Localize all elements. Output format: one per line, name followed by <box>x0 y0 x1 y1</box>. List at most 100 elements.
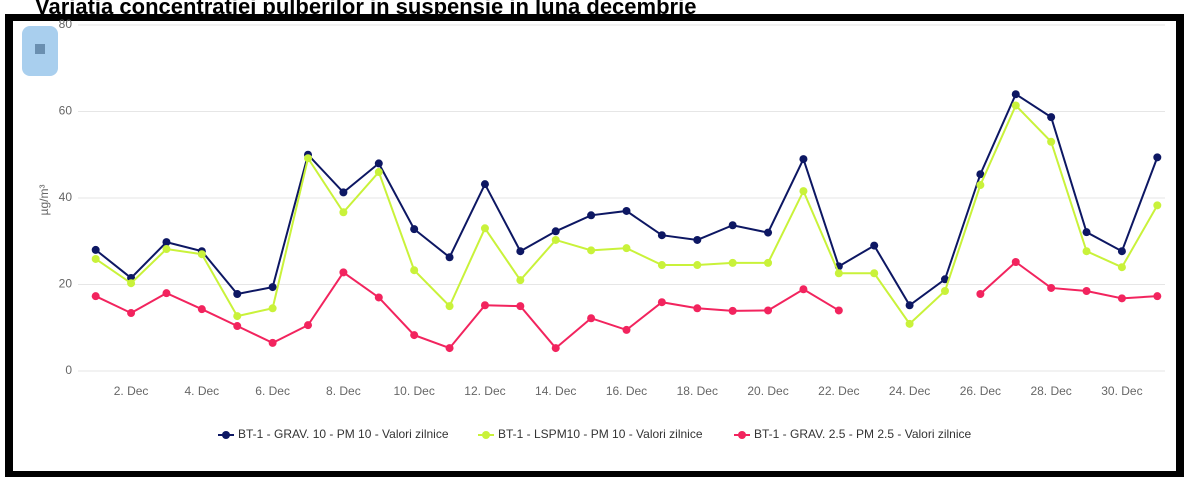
data-point <box>622 244 631 253</box>
data-point <box>1153 292 1162 301</box>
data-point <box>268 283 277 292</box>
data-point <box>1117 294 1126 303</box>
data-point <box>374 168 383 177</box>
data-point <box>233 312 242 321</box>
data-point <box>905 301 914 310</box>
data-point <box>551 344 560 353</box>
y-tick-label: 80 <box>59 17 73 31</box>
data-point <box>870 241 879 250</box>
data-point <box>374 159 383 168</box>
data-point <box>976 170 985 179</box>
data-point <box>1082 228 1091 237</box>
data-point <box>1011 258 1020 267</box>
data-point <box>728 258 737 267</box>
data-point <box>91 292 100 301</box>
data-point <box>162 238 171 247</box>
data-point <box>233 322 242 331</box>
data-point <box>480 301 489 310</box>
data-point <box>197 305 206 314</box>
y-axis-label: µg/m³ <box>37 185 51 216</box>
data-point <box>587 211 596 220</box>
legend-marker <box>738 431 746 439</box>
x-tick-label: 8. Dec <box>326 384 361 398</box>
y-tick-label: 60 <box>59 104 73 118</box>
data-point <box>587 314 596 323</box>
data-point <box>339 208 348 217</box>
data-point <box>480 180 489 189</box>
data-point <box>587 246 596 255</box>
data-point <box>1047 283 1056 292</box>
data-point <box>1082 247 1091 256</box>
data-point <box>799 187 808 196</box>
data-point <box>693 304 702 313</box>
data-point <box>834 269 843 278</box>
data-point <box>339 268 348 277</box>
data-point <box>1153 201 1162 210</box>
data-point <box>657 231 666 240</box>
data-point <box>728 306 737 315</box>
legend-label: BT-1 - GRAV. 10 - PM 10 - Valori zilnice <box>238 427 449 441</box>
x-tick-label: 20. Dec <box>747 384 788 398</box>
menu-icon <box>35 44 45 54</box>
data-point <box>1047 113 1056 122</box>
x-tick-label: 28. Dec <box>1030 384 1071 398</box>
data-point <box>162 245 171 254</box>
data-point <box>1153 153 1162 162</box>
data-point <box>657 298 666 307</box>
y-tick-label: 40 <box>59 190 73 204</box>
data-point <box>516 276 525 285</box>
data-point <box>1117 247 1126 256</box>
data-point <box>764 228 773 237</box>
y-tick-label: 0 <box>65 363 72 377</box>
data-point <box>268 304 277 313</box>
legend-marker <box>222 431 230 439</box>
data-point <box>410 225 419 234</box>
data-point <box>693 261 702 270</box>
x-tick-label: 26. Dec <box>960 384 1001 398</box>
data-point <box>1117 263 1126 272</box>
data-point <box>657 261 666 270</box>
x-tick-label: 12. Dec <box>464 384 505 398</box>
data-point <box>799 155 808 164</box>
data-point <box>905 319 914 328</box>
legend-label: BT-1 - GRAV. 2.5 - PM 2.5 - Valori zilni… <box>754 427 972 441</box>
data-point <box>91 254 100 263</box>
data-point <box>1011 90 1020 99</box>
data-point <box>127 309 136 318</box>
data-point <box>622 206 631 215</box>
x-tick-label: 10. Dec <box>393 384 434 398</box>
x-tick-label: 4. Dec <box>185 384 220 398</box>
data-point <box>480 224 489 233</box>
data-point <box>551 235 560 244</box>
data-point <box>410 266 419 275</box>
data-point <box>516 302 525 311</box>
x-tick-label: 22. Dec <box>818 384 859 398</box>
data-point <box>233 290 242 299</box>
data-point <box>1082 286 1091 295</box>
data-point <box>162 289 171 298</box>
data-point <box>728 221 737 230</box>
data-point <box>197 250 206 259</box>
x-tick-label: 30. Dec <box>1101 384 1142 398</box>
x-tick-label: 24. Dec <box>889 384 930 398</box>
data-point <box>445 344 454 353</box>
data-point <box>91 245 100 254</box>
x-tick-label: 18. Dec <box>677 384 718 398</box>
data-point <box>976 181 985 190</box>
data-point <box>1011 101 1020 110</box>
data-point <box>339 188 348 197</box>
data-point <box>870 269 879 278</box>
x-tick-label: 14. Dec <box>535 384 576 398</box>
data-point <box>304 154 313 163</box>
data-point <box>834 306 843 315</box>
y-tick-label: 20 <box>59 277 73 291</box>
data-point <box>1047 137 1056 146</box>
x-tick-label: 6. Dec <box>255 384 290 398</box>
data-point <box>127 279 136 288</box>
x-tick-label: 16. Dec <box>606 384 647 398</box>
data-point <box>551 227 560 236</box>
series-line <box>95 260 1158 350</box>
data-point <box>622 325 631 334</box>
data-point <box>764 258 773 267</box>
